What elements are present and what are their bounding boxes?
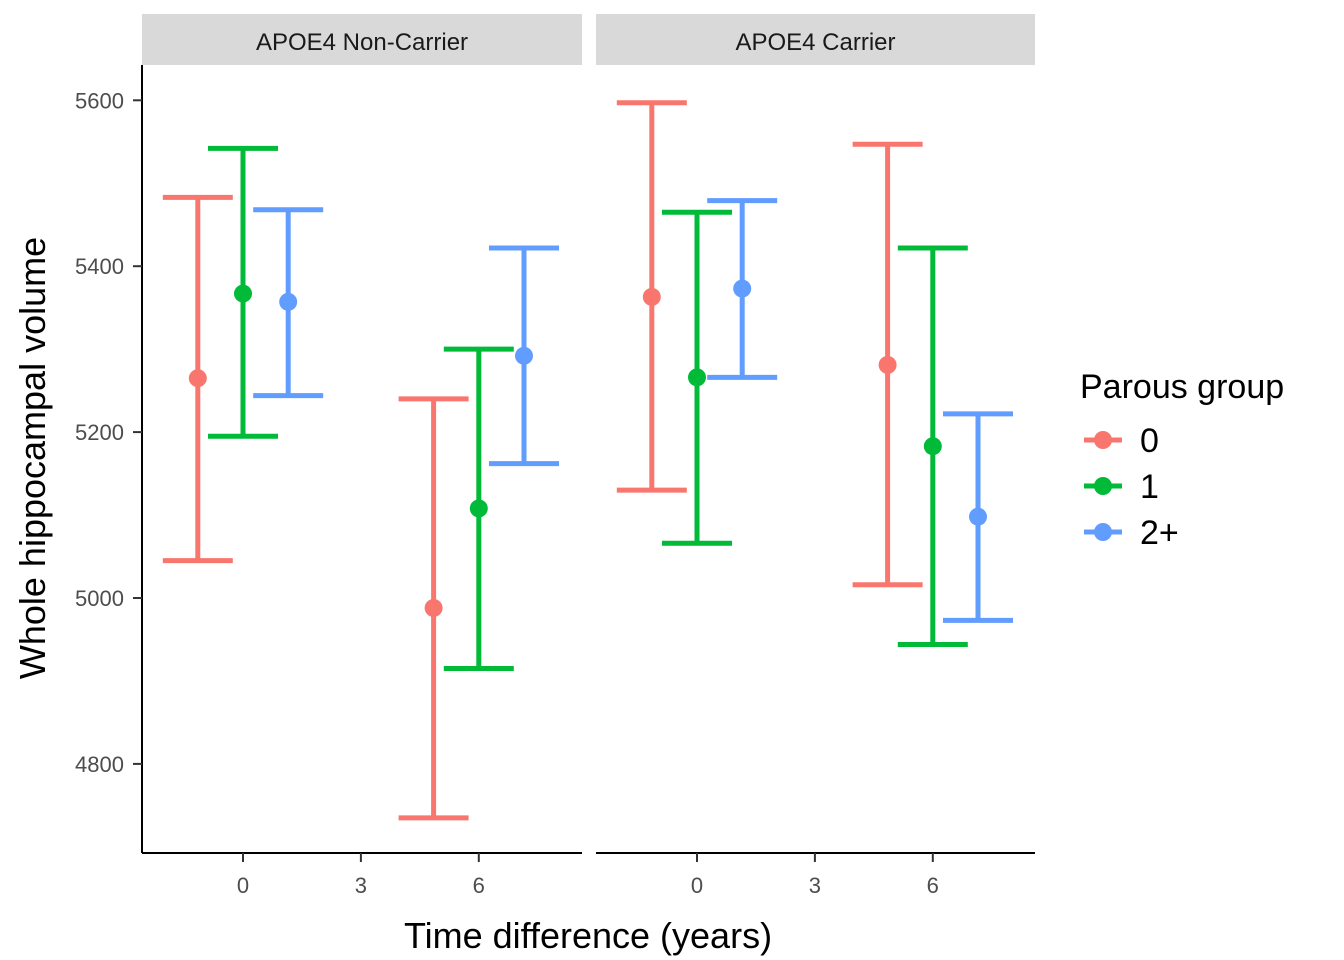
errorbar-1 [208,145,278,439]
facet-strip [142,14,582,65]
x-tick-label: 3 [809,873,821,898]
legend-title: Parous group [1080,368,1284,406]
x-tick-label: 0 [237,873,249,898]
errorbar-1 [662,209,732,546]
errorbar-2+ [253,207,324,399]
facet-strip-label: APOE4 Carrier [735,29,895,56]
data-point [424,598,443,617]
y-tick-label: 5200 [75,420,124,445]
panel-1: APOE4 Non-Carrier 0 3 6 [142,14,582,898]
data-point [688,368,706,387]
data-point [234,284,252,303]
legend-item-label: 2+ [1140,514,1179,552]
y-axis-title: Whole hippocampal volume [12,237,53,679]
legend: Parous group 0 1 2+ [1080,368,1284,552]
errorbar-0 [852,141,923,588]
legend-key-point [1094,431,1112,449]
errorbar-2+ [488,245,559,467]
errorbar-1 [443,346,514,672]
data-point [733,279,752,298]
legend-item-1: 1 [1084,468,1159,506]
y-tick-label: 4800 [75,752,124,777]
x-tick-label: 6 [473,873,485,898]
x-tick-label: 0 [691,873,703,898]
legend-key-point [1094,523,1112,541]
data-point [279,292,298,311]
data-point [923,437,942,456]
data-point [514,346,533,365]
y-tick-label: 5400 [75,254,124,279]
legend-item-2+: 2+ [1084,514,1179,552]
facet-strip [596,14,1035,65]
y-tick-label: 5000 [75,586,124,611]
data-point [968,507,987,526]
legend-item-0: 0 [1084,422,1159,460]
x-tick-label: 6 [927,873,939,898]
legend-item-label: 0 [1140,422,1159,460]
errorbar-0 [616,100,687,493]
errorbar-2+ [942,411,1013,623]
errorbar-2+ [707,198,778,380]
legend-key-point [1094,477,1112,495]
y-tick-label: 5600 [75,88,124,113]
legend-item-label: 1 [1140,468,1159,506]
data-point [188,369,207,388]
data-point [878,355,897,374]
x-axis-title: Time difference (years) [404,915,772,956]
data-point [469,499,488,518]
facet-strip-label: APOE4 Non-Carrier [256,29,468,56]
data-point [642,287,661,306]
errorbar-0 [398,396,469,821]
errorbar-0 [162,194,233,564]
errorbar-1 [897,245,968,647]
x-tick-label: 3 [355,873,367,898]
panel-2: APOE4 Carrier 0 3 6 [596,14,1035,898]
